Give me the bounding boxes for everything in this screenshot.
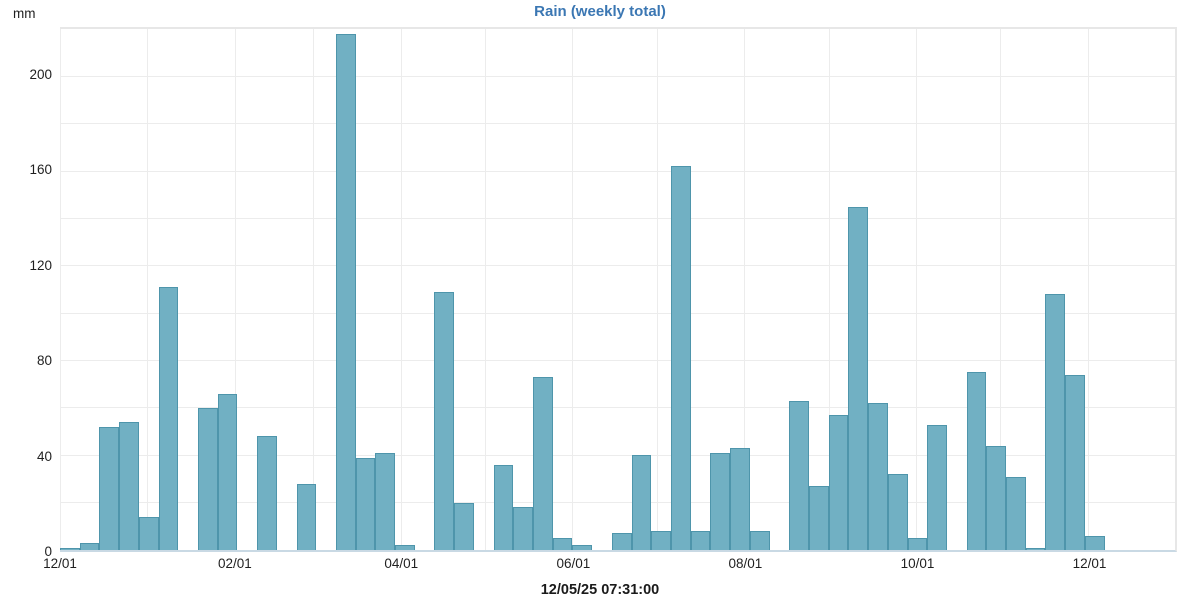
rain-bar-week-47[interactable] xyxy=(966,372,987,550)
month-gridline xyxy=(1000,29,1002,550)
rain-bar-week-31[interactable] xyxy=(651,531,671,550)
month-gridline xyxy=(572,29,574,550)
chart-title: Rain (weekly total) xyxy=(534,3,666,20)
month-gridline xyxy=(656,29,658,550)
rain-bar-week-18[interactable] xyxy=(395,545,415,550)
y-tick-label: 120 xyxy=(29,257,52,273)
y-gridline xyxy=(60,170,1175,172)
rain-bar-week-11[interactable] xyxy=(257,436,277,550)
rain-bar-week-16[interactable] xyxy=(355,457,376,550)
rain-bar-week-23[interactable] xyxy=(493,464,514,550)
y-tick-label: 80 xyxy=(36,353,52,369)
rain-bar-week-27[interactable] xyxy=(572,545,593,550)
rain-bar-week-52[interactable] xyxy=(1065,374,1085,550)
rain-bar-week-8[interactable] xyxy=(197,407,218,550)
rain-bar-week-43[interactable] xyxy=(887,474,908,550)
y-gridline xyxy=(60,265,1175,267)
x-tick-label: 10/01 xyxy=(900,556,935,571)
rain-bar-week-35[interactable] xyxy=(730,448,750,550)
rain-bar-week-24[interactable] xyxy=(513,507,534,550)
month-gridline xyxy=(234,29,236,550)
y-gridline xyxy=(60,454,1175,456)
plot-area xyxy=(60,27,1177,552)
y-gridline xyxy=(60,312,1175,314)
rain-bar-week-32[interactable] xyxy=(670,166,691,550)
y-tick-label: 0 xyxy=(44,544,52,559)
rain-bar-week-39[interactable] xyxy=(808,486,829,550)
rain-bar-week-50[interactable] xyxy=(1025,547,1046,550)
rain-bar-week-15[interactable] xyxy=(335,33,356,550)
rain-bar-week-6[interactable] xyxy=(158,287,179,550)
rain-bar-week-51[interactable] xyxy=(1045,294,1066,550)
month-gridline xyxy=(915,29,917,550)
y-gridline xyxy=(60,123,1175,125)
rain-bar-week-21[interactable] xyxy=(454,502,474,550)
rain-bar-week-53[interactable] xyxy=(1084,535,1105,550)
y-gridline xyxy=(60,502,1175,504)
rain-bar-week-48[interactable] xyxy=(986,445,1007,550)
x-tick-label: 06/01 xyxy=(556,556,591,571)
rain-bar-week-20[interactable] xyxy=(434,291,455,550)
rain-bar-week-25[interactable] xyxy=(533,377,553,550)
rain-bar-week-3[interactable] xyxy=(99,426,120,550)
chart-timestamp: 12/05/25 07:31:00 xyxy=(540,582,660,598)
month-gridline xyxy=(313,29,315,550)
rain-bar-week-44[interactable] xyxy=(907,538,928,550)
rain-bar-week-40[interactable] xyxy=(828,415,849,550)
rain-bar-week-5[interactable] xyxy=(138,516,159,550)
rain-bar-week-13[interactable] xyxy=(296,483,317,550)
rain-bar-week-45[interactable] xyxy=(927,424,947,550)
month-gridline xyxy=(744,29,746,550)
month-gridline xyxy=(828,29,830,550)
x-tick-label: 02/01 xyxy=(217,556,252,571)
y-axis-unit-label: mm xyxy=(13,6,36,21)
rain-bar-week-33[interactable] xyxy=(690,531,711,550)
month-gridline xyxy=(147,29,149,550)
y-tick-label: 160 xyxy=(29,162,52,178)
rain-bar-week-41[interactable] xyxy=(848,206,869,550)
month-gridline xyxy=(1087,29,1089,550)
rain-bar-week-34[interactable] xyxy=(710,452,731,550)
y-gridline xyxy=(60,360,1175,362)
x-tick-label: 04/01 xyxy=(384,556,419,571)
month-gridline xyxy=(400,29,402,550)
month-gridline xyxy=(60,29,61,550)
y-tick-label: 40 xyxy=(36,448,52,464)
rain-bar-week-4[interactable] xyxy=(119,422,139,550)
x-tick-label: 08/01 xyxy=(728,556,763,571)
month-gridline xyxy=(485,29,487,550)
rain-bar-week-38[interactable] xyxy=(789,400,809,550)
x-tick-label: 12/01 xyxy=(43,556,77,571)
rain-bar-week-9[interactable] xyxy=(217,393,238,550)
rain-bar-week-17[interactable] xyxy=(375,452,396,550)
x-tick-label: 12/01 xyxy=(1072,556,1107,571)
rain-bar-week-1[interactable] xyxy=(60,547,80,550)
rain-bar-week-26[interactable] xyxy=(552,538,573,550)
rain-bar-week-42[interactable] xyxy=(868,403,888,550)
rain-bar-week-30[interactable] xyxy=(631,455,652,550)
y-gridline xyxy=(60,75,1175,77)
rain-bar-week-36[interactable] xyxy=(749,531,770,550)
y-gridline xyxy=(60,217,1175,219)
rain-bar-week-2[interactable] xyxy=(79,542,100,550)
y-gridline xyxy=(60,407,1175,409)
rain-bar-week-29[interactable] xyxy=(611,533,632,550)
y-tick-label: 200 xyxy=(29,66,52,82)
rain-bar-week-49[interactable] xyxy=(1006,476,1026,550)
